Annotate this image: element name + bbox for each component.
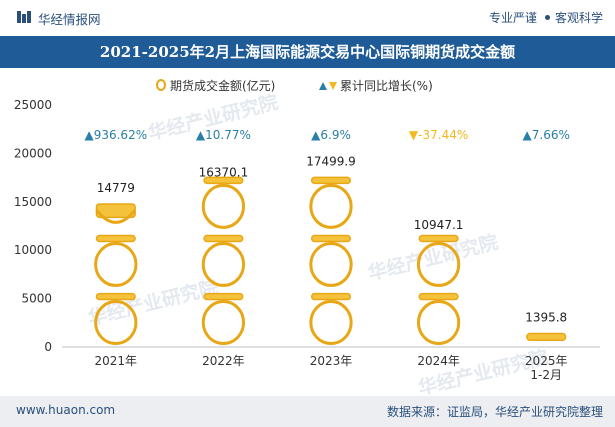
- pot-rim: [310, 234, 352, 243]
- triangle-up-down-icon: [319, 82, 337, 90]
- bar-value-label: 17499.9: [306, 155, 356, 169]
- bar-pictogram: [309, 176, 353, 346]
- pot-body: [201, 183, 246, 229]
- legend-label: 期货成交金额(亿元): [170, 78, 275, 93]
- brand-name: 华经情报网: [38, 12, 101, 27]
- pot-body: [416, 241, 461, 287]
- growth-label: ▼-37.44%: [409, 128, 468, 142]
- footer-bar: www.huaon.com 数据来源：证监局，华经产业研究院整理: [0, 396, 615, 427]
- pot-rim: [95, 234, 136, 243]
- bar-layer: [94, 176, 567, 346]
- pot-body: [309, 300, 353, 346]
- bar-pictogram: [94, 203, 138, 346]
- header-tags: 专业严谨 客观科学: [489, 9, 603, 26]
- growth-label: ▲7.66%: [523, 128, 570, 142]
- y-tick-label: 5000: [21, 292, 52, 306]
- bar-value-label: 14779: [97, 181, 135, 195]
- pot-rim: [203, 176, 244, 185]
- y-tick-label: 0: [44, 340, 52, 354]
- triangle-up: [319, 82, 327, 90]
- pot-rim: [418, 234, 459, 243]
- growth-label: ▲10.77%: [196, 128, 251, 142]
- pot-icon: [156, 79, 166, 91]
- title-bar: 2021-2025年2月上海国际能源交易中心国际铜期货成交金额: [0, 36, 615, 68]
- top-bar: 华经情报网 专业严谨 客观科学: [0, 0, 615, 36]
- pot-rim: [95, 292, 136, 301]
- legend-label: 累计同比增长(%): [340, 79, 433, 93]
- x-tick-label: 2021年: [95, 354, 138, 368]
- label-layer: 14779 16370.1 17499.9 10947.1 1395.8 ▲936.62%…: [84, 128, 569, 324]
- pot-body: [94, 241, 138, 287]
- x-tick-label: 2025年 1-2月: [525, 354, 568, 382]
- footer-url: www.huaon.com: [16, 403, 116, 417]
- pot-body: [309, 241, 353, 287]
- bar-pictogram: [201, 176, 246, 346]
- pot-body: [156, 79, 166, 91]
- bar-pictogram: [416, 234, 461, 346]
- pot-body: [94, 300, 138, 346]
- legend-layer: 期货成交金额(亿元) 累计同比增长(%): [156, 78, 433, 93]
- pot-body: [95, 208, 137, 224]
- footer-source: 数据来源：证监局，华经产业研究院整理: [386, 405, 603, 419]
- tag-objective: 客观科学: [554, 11, 603, 25]
- y-tick-label: 25000: [14, 98, 52, 112]
- pot-rim: [526, 332, 567, 341]
- pot-rim: [418, 292, 459, 301]
- growth-label: ▲936.62%: [84, 128, 147, 142]
- pot-rim: [310, 176, 352, 185]
- x-tick-label: 2022年: [202, 354, 245, 368]
- pot-body: [309, 183, 353, 229]
- y-tick-label: 15000: [14, 195, 52, 209]
- bar-value-label: 1395.8: [525, 310, 567, 324]
- pot-rim: [203, 234, 244, 243]
- y-tick-label: 10000: [14, 243, 52, 257]
- x-tick-label: 2024年: [417, 354, 460, 368]
- huajing-logo-icon: [17, 11, 31, 23]
- pot-rim: [203, 292, 244, 301]
- y-tick-label: 20000: [14, 146, 52, 160]
- dot-separator-icon: [544, 15, 550, 20]
- bar-pictogram: [526, 332, 567, 341]
- bar-value-label: 10947.1: [414, 218, 464, 232]
- tag-professional: 专业严谨: [488, 11, 537, 25]
- bar-value-label: 16370.1: [199, 166, 249, 180]
- triangle-down: [329, 82, 337, 90]
- growth-label: ▲6.9%: [311, 128, 351, 142]
- axis-layer: 0 5000 10000 15000 20000 25000 2021年 2022年 2023年…: [14, 98, 600, 382]
- pot-body: [201, 300, 246, 346]
- x-tick-label: 2023年: [310, 354, 353, 368]
- chart-title: 2021-2025年2月上海国际能源交易中心国际铜期货成交金额: [99, 43, 516, 61]
- pot-rim: [310, 292, 352, 301]
- pot-body: [416, 300, 461, 346]
- pot-body: [201, 241, 246, 287]
